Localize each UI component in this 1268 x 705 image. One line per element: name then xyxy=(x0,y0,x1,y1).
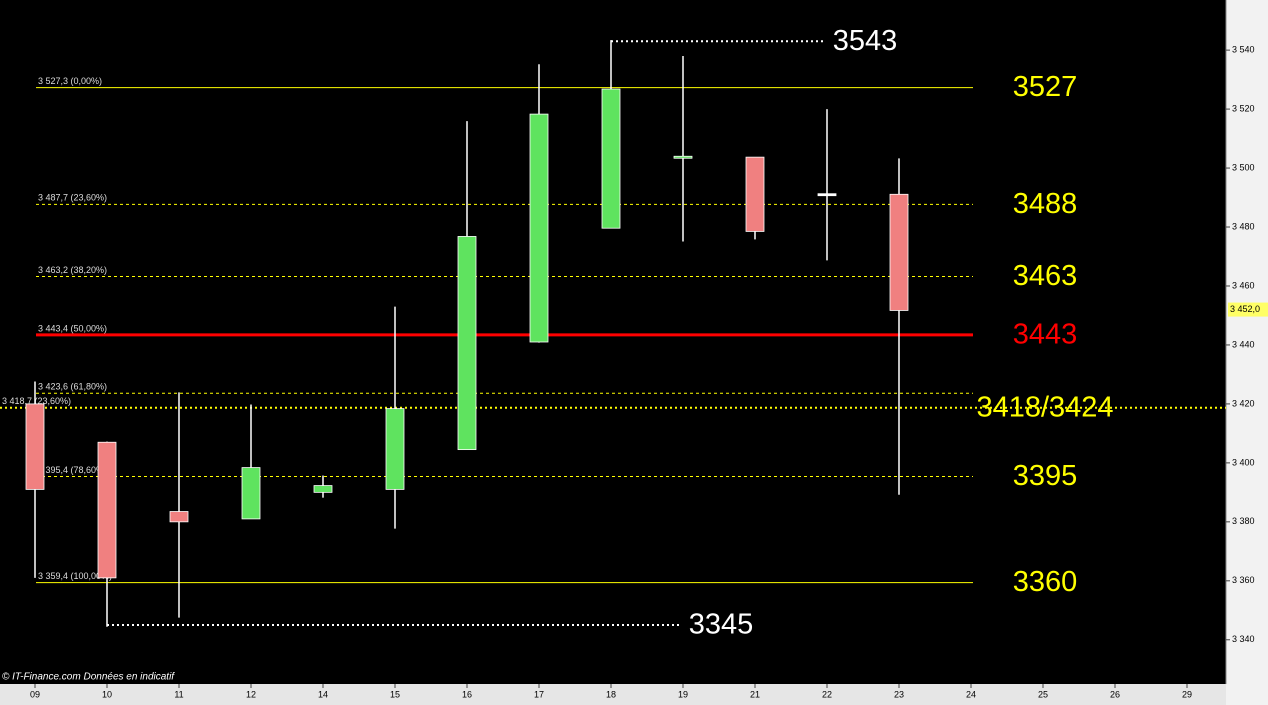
level-label: 3 463,2 (38,20%) xyxy=(38,265,107,275)
candle-body xyxy=(889,193,909,311)
y-axis-panel xyxy=(1226,0,1268,705)
x-tick-label: 12 xyxy=(246,689,256,699)
x-tick-label: 26 xyxy=(1110,689,1120,699)
x-tick-label: 11 xyxy=(174,689,183,699)
x-tick-label: 24 xyxy=(966,689,976,699)
x-tick-label: 16 xyxy=(462,689,472,699)
candle-body xyxy=(385,408,405,490)
x-tick-label: 23 xyxy=(894,689,904,699)
candle-body xyxy=(673,155,693,159)
y-tick-label: 3 520 xyxy=(1232,103,1255,113)
x-tick-label: 22 xyxy=(822,689,832,699)
level-note: 3443 xyxy=(1013,319,1078,351)
y-tick-label: 3 540 xyxy=(1232,44,1255,54)
x-tick-label: 25 xyxy=(1038,689,1048,699)
level-label: 3 487,7 (23,60%) xyxy=(38,193,107,203)
candle-body xyxy=(457,236,477,451)
x-tick-label: 09 xyxy=(30,689,40,699)
candle-body xyxy=(601,88,621,229)
y-tick-label: 3 380 xyxy=(1232,516,1255,526)
level-label: 3 395,4 (78,60%) xyxy=(38,465,107,475)
candle-body xyxy=(241,467,261,520)
candle-body xyxy=(529,113,549,343)
candle-body xyxy=(313,485,333,493)
level-note: 3418/3424 xyxy=(976,391,1113,423)
candle-body xyxy=(25,403,45,490)
level-note: 3395 xyxy=(1013,460,1078,492)
level-label: 3 423,6 (61,80%) xyxy=(38,382,107,392)
level-label: 3 418,7 (23,60%) xyxy=(2,396,71,406)
y-tick-label: 3 460 xyxy=(1232,280,1255,290)
x-tick-label: 17 xyxy=(534,689,544,699)
y-tick-label: 3 480 xyxy=(1232,221,1255,231)
y-tick-label: 3 400 xyxy=(1232,457,1255,467)
last-price-label: 3 452,0 xyxy=(1230,304,1260,314)
level-label: 3 527,3 (0,00%) xyxy=(38,76,102,86)
level-note: 3543 xyxy=(833,25,898,57)
level-note: 3360 xyxy=(1013,566,1078,598)
level-note: 3527 xyxy=(1013,71,1078,103)
footer: © IT-Finance.com Données en indicatif xyxy=(2,672,175,683)
y-tick-label: 3 420 xyxy=(1232,398,1255,408)
x-tick-label: 15 xyxy=(390,689,400,699)
y-tick-label: 3 340 xyxy=(1232,634,1255,644)
level-label: 3 359,4 (100,00%) xyxy=(38,571,112,581)
x-axis-panel xyxy=(0,684,1226,705)
level-note: 3463 xyxy=(1013,260,1078,292)
candle-body xyxy=(97,441,117,579)
level-note: 3345 xyxy=(689,609,754,641)
x-tick-label: 21 xyxy=(750,689,760,699)
x-tick-label: 18 xyxy=(606,689,616,699)
candle-body xyxy=(745,156,765,232)
y-tick-label: 3 440 xyxy=(1232,339,1255,349)
x-tick-label: 10 xyxy=(102,689,112,699)
candle-body xyxy=(817,193,837,197)
y-tick-label: 3 500 xyxy=(1232,162,1255,172)
x-tick-label: 14 xyxy=(318,689,328,699)
level-label: 3 443,4 (50,00%) xyxy=(38,323,107,333)
x-tick-label: 19 xyxy=(678,689,688,699)
level-note: 3488 xyxy=(1013,188,1078,220)
last-price-box xyxy=(1228,302,1268,317)
y-tick-label: 3 360 xyxy=(1232,575,1255,585)
candle-body xyxy=(169,511,189,523)
x-tick-label: 29 xyxy=(1182,689,1192,699)
